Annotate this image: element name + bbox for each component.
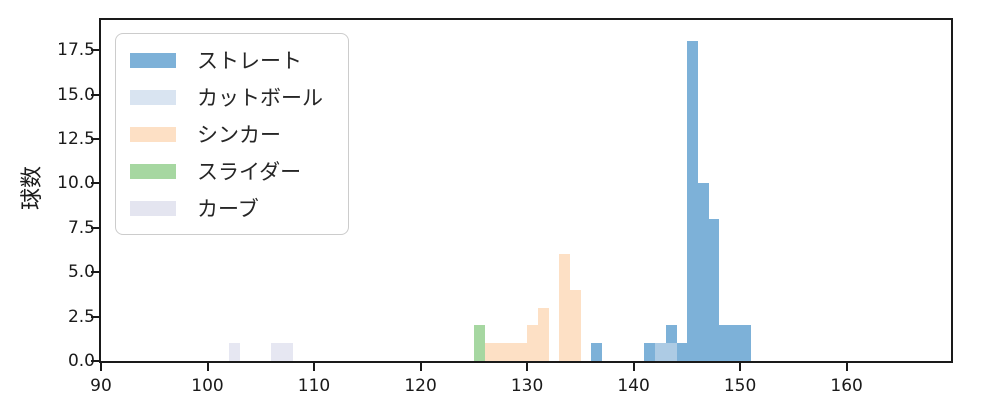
legend-swatch <box>130 126 176 142</box>
legend: ストレートカットボール シンカースライダーカーブ <box>115 33 349 235</box>
legend-item: ストレート <box>130 46 334 74</box>
x-tick-label: 110 <box>297 376 331 396</box>
histogram-bar <box>686 41 698 361</box>
legend-label: シンカー <box>197 123 281 147</box>
x-tick-label: 150 <box>723 376 757 396</box>
legend-label: カーブ <box>197 197 259 221</box>
legend-swatch <box>130 89 176 105</box>
histogram-bar <box>495 343 507 361</box>
histogram-bar <box>516 343 528 361</box>
y-tick-label: 10.0 <box>57 173 95 194</box>
histogram-bar <box>665 343 677 361</box>
y-tick-label: 5.0 <box>67 262 95 283</box>
y-tick-label: 17.5 <box>57 40 95 61</box>
y-tick-label: 15.0 <box>57 84 95 105</box>
legend-item: カーブ <box>130 194 334 222</box>
legend-label: スライダー <box>197 160 302 184</box>
legend-swatch <box>130 163 176 179</box>
histogram-bar <box>590 343 603 361</box>
legend-label: ストレート <box>197 49 302 73</box>
histogram-bar <box>527 325 539 361</box>
legend-item: シンカー <box>130 120 334 148</box>
y-axis-label: 球数 <box>20 165 46 211</box>
x-tick-mark <box>632 363 635 371</box>
y-tick-mark <box>91 137 99 140</box>
legend-swatch <box>130 200 176 216</box>
legend-label: カットボール <box>197 86 323 110</box>
x-tick-label: 120 <box>404 376 437 396</box>
histogram-bar <box>569 289 581 361</box>
x-tick-mark <box>739 363 742 371</box>
histogram-bar <box>708 218 720 361</box>
y-tick-mark <box>91 271 99 274</box>
x-tick-mark <box>419 363 422 371</box>
x-tick-label: 100 <box>191 376 224 396</box>
legend-item: カットボール <box>130 83 334 111</box>
y-tick-mark <box>91 93 99 96</box>
histogram-bar <box>271 343 283 361</box>
y-tick-mark <box>91 49 99 52</box>
x-tick-label: 160 <box>830 376 863 396</box>
histogram-bar <box>654 343 666 361</box>
histogram-bar <box>537 307 549 361</box>
y-tick-mark <box>91 360 99 362</box>
histogram-bar <box>697 183 709 361</box>
x-tick-mark <box>206 363 209 371</box>
histogram-bar <box>665 325 677 361</box>
legend-swatch <box>130 52 176 68</box>
x-tick-label: 90 <box>90 376 112 396</box>
histogram-bar <box>644 343 656 361</box>
plot-area: 90 100 110 120 130 140 150 160 0.0 2.5 5.0 7.5 10.0 1… <box>57 18 953 396</box>
x-tick-mark <box>313 363 316 371</box>
x-tick-mark <box>845 363 848 371</box>
histogram-bar <box>484 343 496 361</box>
histogram-bar <box>676 343 688 361</box>
y-tick-label: 12.5 <box>57 128 95 149</box>
x-tick-mark <box>100 363 102 371</box>
x-tick-label: 130 <box>510 376 544 396</box>
histogram-bar <box>505 343 517 361</box>
x-tick-mark <box>526 363 529 371</box>
histogram-bar <box>228 343 240 361</box>
histogram-bar <box>718 325 730 361</box>
y-tick-mark <box>91 182 99 185</box>
y-tick-label: 2.5 <box>67 306 95 327</box>
x-tick-label: 140 <box>617 376 650 396</box>
histogram-bar <box>740 325 752 361</box>
histogram-bar <box>473 325 485 361</box>
y-tick-mark <box>91 315 99 318</box>
legend-item: スライダー <box>130 157 334 185</box>
y-tick-label: 0.0 <box>67 351 95 371</box>
y-tick-label: 7.5 <box>67 217 95 238</box>
histogram-bar <box>282 343 294 361</box>
y-tick-mark <box>91 226 99 229</box>
histogram-bar <box>729 325 741 361</box>
histogram-bar <box>559 254 571 361</box>
